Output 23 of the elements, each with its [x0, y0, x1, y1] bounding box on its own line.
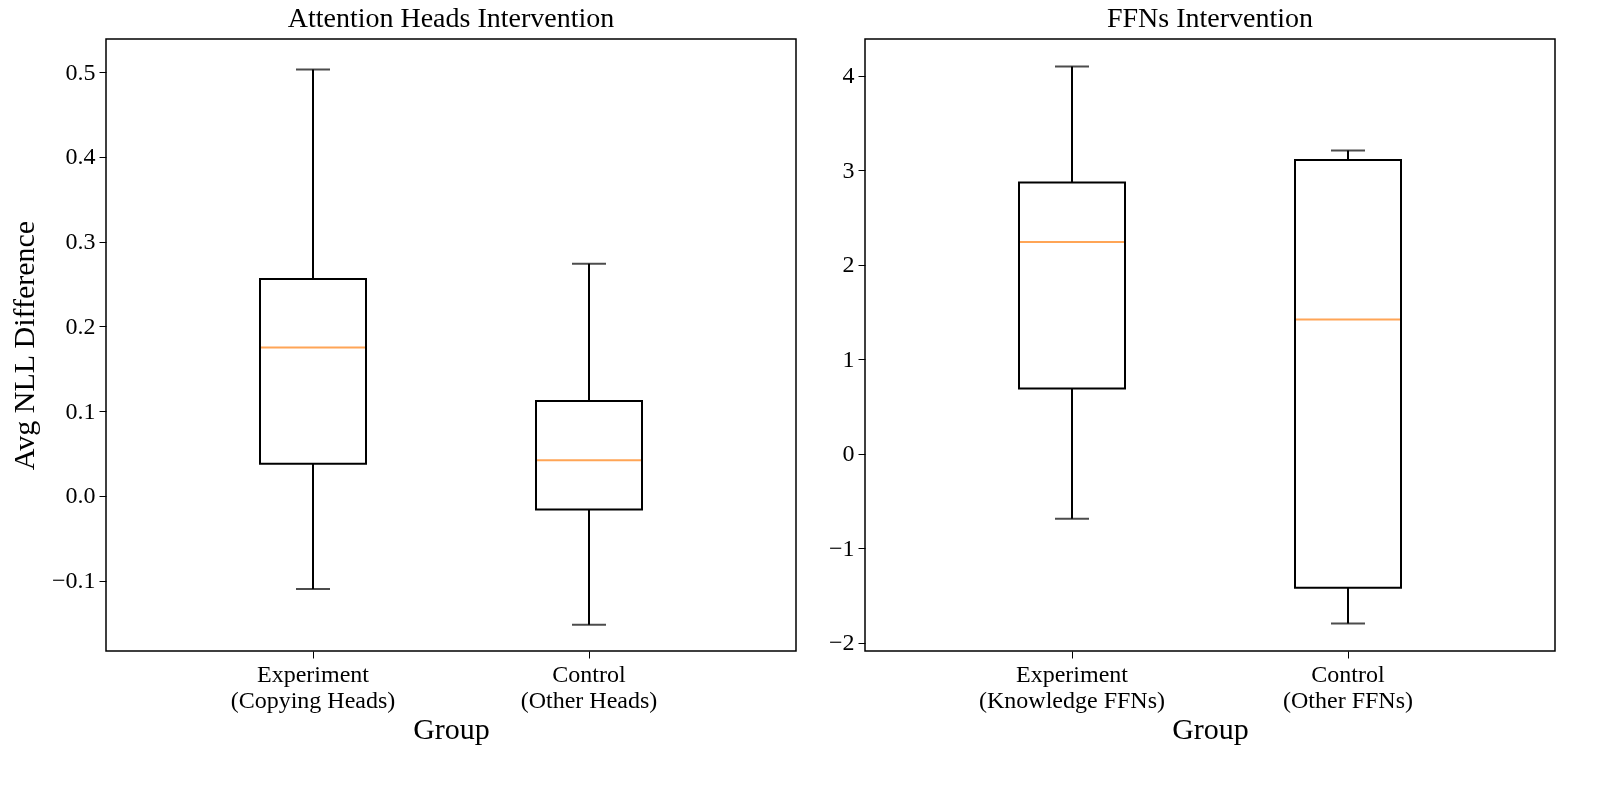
y-tick-label: 0.4 — [65, 143, 96, 170]
x-axis-title: Group — [413, 711, 490, 745]
x-tick-label: Control (Other Heads) — [520, 660, 658, 713]
y-tick-label: 0.1 — [65, 397, 96, 424]
y-tick-label: 0 — [842, 440, 855, 467]
x-axis-title: Group — [1172, 711, 1249, 745]
chart-title: Attention Heads Intervention — [287, 2, 615, 33]
y-tick-label: −1 — [828, 534, 855, 561]
x-tick-label: Experiment (Knowledge FFNs) — [979, 660, 1165, 713]
y-tick-label: 4 — [842, 62, 855, 89]
y-tick-label: −2 — [828, 629, 855, 655]
y-tick-label: −0.1 — [51, 567, 96, 594]
y-tick-label: 0.0 — [65, 482, 96, 509]
x-tick-label: Control (Other FFNs) — [1283, 660, 1413, 713]
y-tick-label: 3 — [842, 156, 855, 183]
y-axis-title: Avg NLL Difference — [6, 220, 40, 471]
y-tick-label: 1 — [842, 345, 855, 372]
y-tick-label: 0.2 — [65, 312, 96, 339]
chart-title: FFNs Intervention — [1106, 2, 1314, 33]
y-tick-label: 2 — [842, 251, 855, 278]
y-tick-label: 0.3 — [65, 228, 96, 255]
x-tick-label: Experiment (Copying Heads) — [230, 660, 396, 713]
y-tick-label: 0.5 — [65, 58, 96, 85]
